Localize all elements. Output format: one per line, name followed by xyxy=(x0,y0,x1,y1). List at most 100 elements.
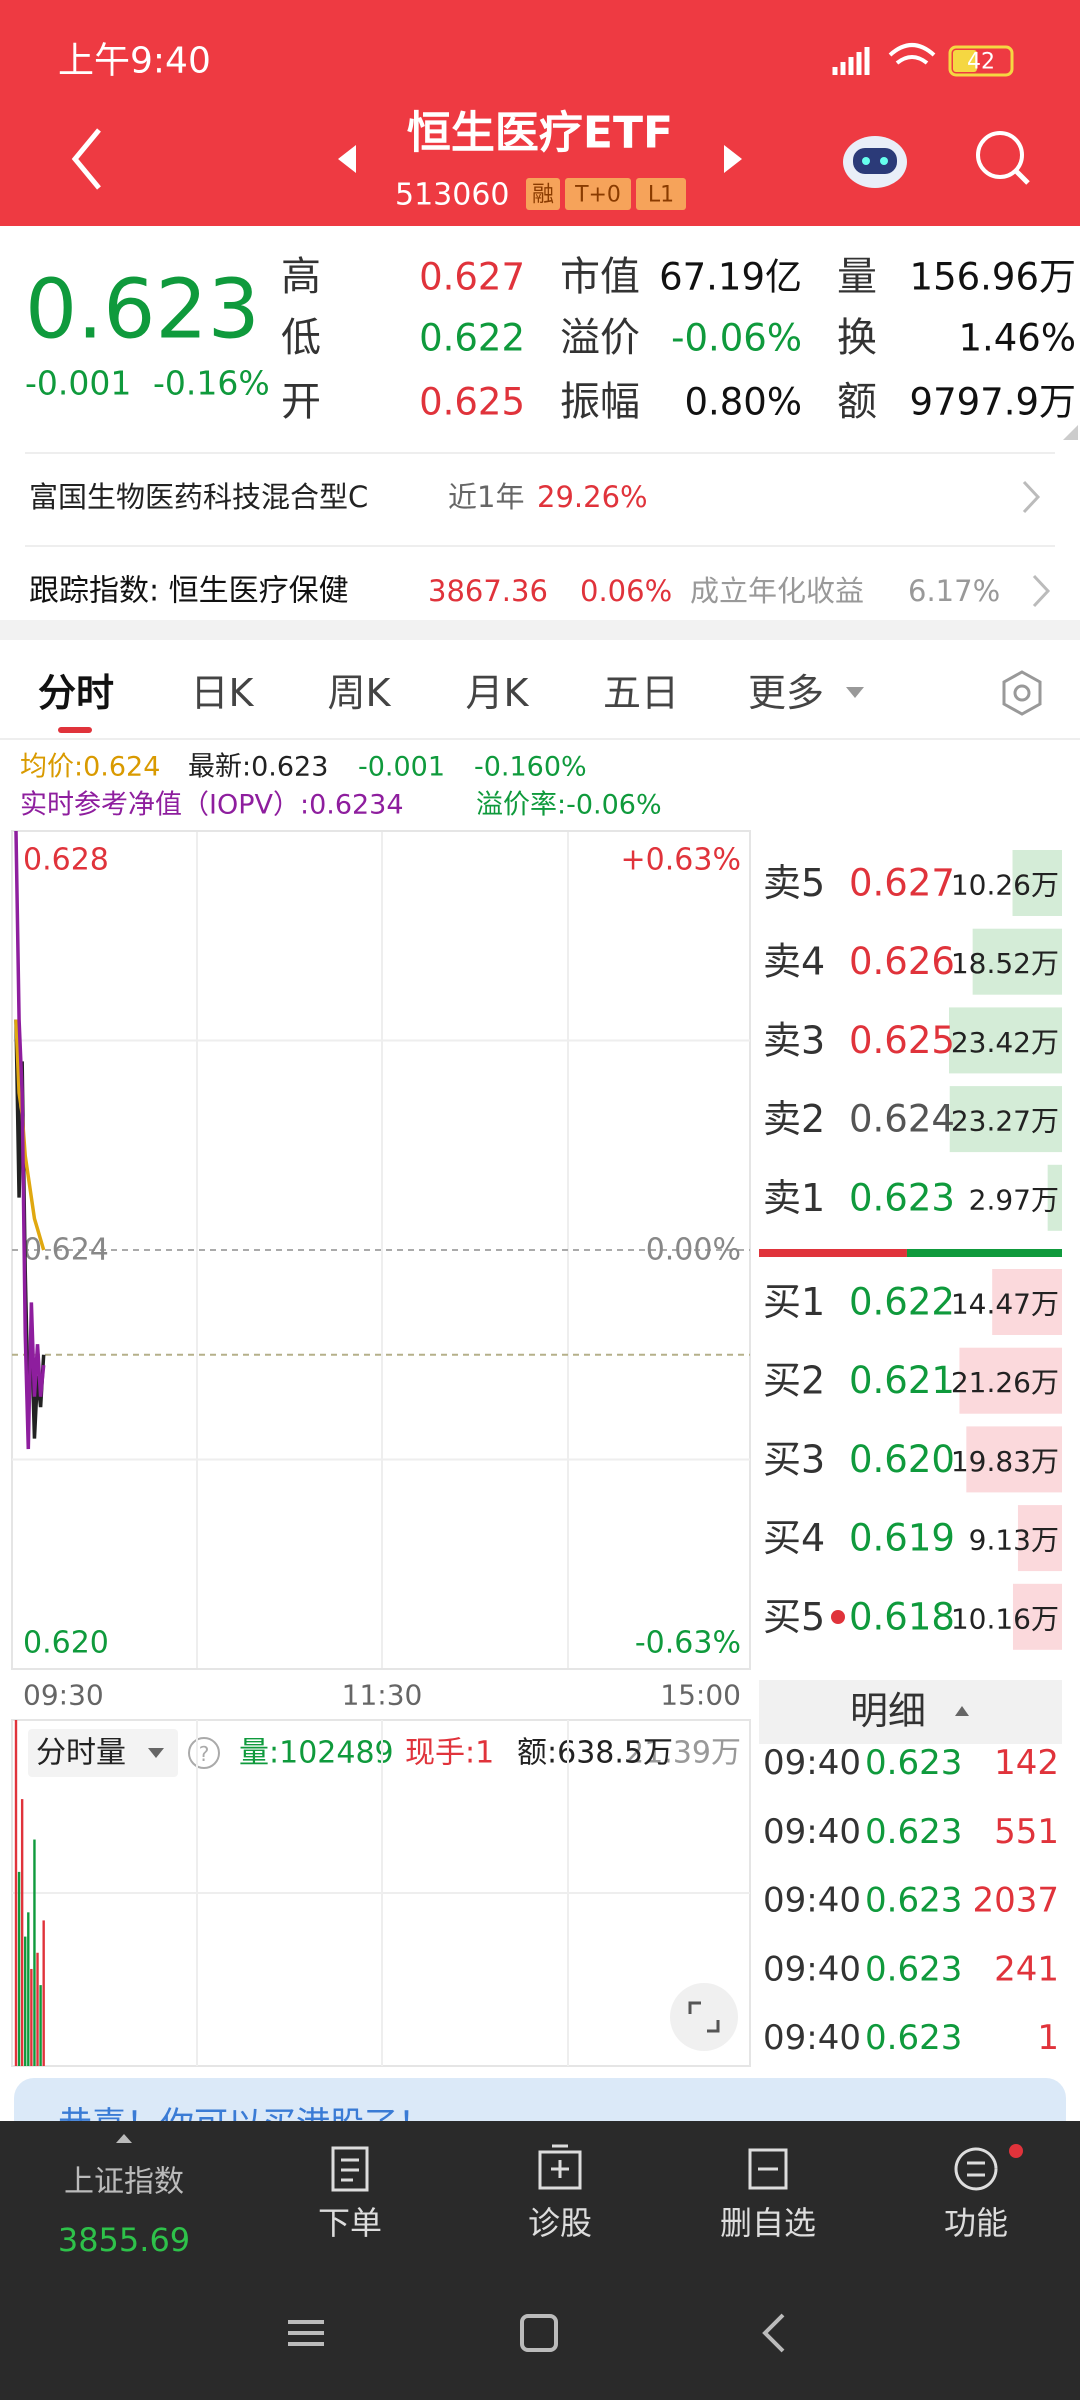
tag-bg xyxy=(565,178,631,210)
chevron[interactable] xyxy=(1022,480,1041,514)
tag-bg xyxy=(636,178,686,210)
chevron[interactable] xyxy=(1032,574,1051,608)
next-button[interactable] xyxy=(724,145,742,173)
volume-bar xyxy=(36,1952,39,2066)
trade-price: 0.623 xyxy=(865,2018,962,2058)
battery-text: 42 xyxy=(967,50,995,75)
volume-bar xyxy=(17,1871,21,2066)
ask-bar xyxy=(949,1007,1062,1074)
volume-bar xyxy=(39,1985,42,2066)
volume-bar xyxy=(24,1936,27,2066)
stat-label: 换 xyxy=(837,315,877,361)
help-mark: ? xyxy=(199,1742,210,1766)
prev-button[interactable] xyxy=(338,145,356,173)
tab[interactable]: 五日 xyxy=(603,671,679,715)
book-label: 买4 xyxy=(763,1516,825,1560)
ask-bar xyxy=(1012,850,1062,916)
tab[interactable]: 日K xyxy=(191,671,255,715)
ask-ratio xyxy=(906,1249,1062,1257)
book-price: 0.624 xyxy=(849,1098,955,1141)
status-time: 上午9:40 xyxy=(58,41,211,82)
time-label: 15:00 xyxy=(660,1679,741,1712)
volume-amount: 额:638.5万 xyxy=(517,1736,673,1771)
nav-icon xyxy=(748,2148,788,2190)
stat-label: 溢价 xyxy=(560,315,640,361)
book-volume: 21.26万 xyxy=(951,1366,1059,1399)
nav-icon xyxy=(331,2146,369,2192)
pct-label: -0.63% xyxy=(635,1626,741,1661)
fund-name[interactable]: 富国生物医药科技混合型C xyxy=(29,480,368,514)
ask-bar xyxy=(972,928,1062,995)
tab[interactable]: 更多 xyxy=(748,671,824,715)
stat-label: 低 xyxy=(281,315,321,361)
trade-time: 09:40 xyxy=(763,1743,861,1783)
help-icon[interactable] xyxy=(188,1737,220,1769)
volume-bar xyxy=(27,1912,30,2066)
nav-item[interactable]: 诊股 xyxy=(528,2204,592,2242)
pct-label: 0.00% xyxy=(646,1233,741,1268)
trades-header[interactable]: 明细 xyxy=(850,1689,926,1733)
book-price: 0.618 xyxy=(849,1595,955,1638)
trade-time: 09:40 xyxy=(763,1881,861,1921)
book-label: 买1 xyxy=(763,1280,825,1324)
tab[interactable]: 月K xyxy=(466,671,530,715)
latest-pct: -0.160% xyxy=(474,752,587,783)
book-volume: 9.13万 xyxy=(969,1524,1059,1557)
more-arrow xyxy=(846,687,864,698)
nav-icon xyxy=(538,2144,582,2190)
index-change: 0.06% xyxy=(580,574,672,608)
fund-period: 近1年 xyxy=(448,480,524,514)
trade-time: 09:40 xyxy=(763,1949,861,1989)
stat-value: 9797.9万 xyxy=(910,381,1076,424)
trade-qty: 551 xyxy=(994,1812,1059,1852)
volume-bar xyxy=(20,1799,24,2066)
premium-label: 溢价率:-0.06% xyxy=(476,790,662,821)
pct-label: +0.63% xyxy=(621,843,741,878)
nav-index-name[interactable]: 上证指数 xyxy=(64,2165,184,2200)
volume-selector[interactable] xyxy=(28,1729,178,1777)
stat-value: 0.80% xyxy=(684,381,802,424)
book-price: 0.620 xyxy=(849,1438,955,1481)
signal-icon xyxy=(832,47,870,75)
tag: 融 xyxy=(532,183,554,208)
book-price: 0.623 xyxy=(849,1176,955,1219)
section-gap xyxy=(0,620,1080,640)
trade-qty: 2037 xyxy=(972,1881,1059,1921)
nav-item[interactable]: 功能 xyxy=(944,2204,1008,2242)
book-volume: 10.26万 xyxy=(951,869,1059,902)
back-key[interactable] xyxy=(762,2313,785,2353)
nav-icon xyxy=(954,2147,998,2191)
book-label: 买5 xyxy=(763,1595,825,1639)
book-price: 0.626 xyxy=(849,940,955,983)
settings-button[interactable] xyxy=(1002,670,1042,716)
nav-item[interactable]: 删自选 xyxy=(720,2204,816,2242)
book-label: 卖2 xyxy=(763,1097,825,1141)
time-label: 09:30 xyxy=(23,1679,104,1712)
robot-button[interactable] xyxy=(843,136,907,188)
home-key[interactable] xyxy=(520,2314,558,2352)
trade-qty: 241 xyxy=(994,1949,1059,1989)
nav-item[interactable]: 下单 xyxy=(318,2204,382,2242)
stat-value: -0.06% xyxy=(671,317,802,360)
volume-total: 量:102489 xyxy=(239,1736,394,1771)
expand-icon xyxy=(688,2001,720,2033)
y-tick-label: 0.624 xyxy=(23,1233,109,1268)
tab[interactable]: 分时 xyxy=(38,671,114,715)
volume-last: 现手:1 xyxy=(405,1736,494,1771)
back-button[interactable] xyxy=(71,128,101,190)
menu-key[interactable] xyxy=(288,2320,324,2346)
y-tick-label: 0.628 xyxy=(23,843,109,878)
search-button[interactable] xyxy=(976,131,1030,185)
stat-label: 量 xyxy=(837,254,877,300)
tag-bg xyxy=(526,178,560,210)
stat-label: 高 xyxy=(281,254,321,300)
expand-button[interactable] xyxy=(670,1983,738,2051)
trade-price: 0.623 xyxy=(865,1881,962,1921)
tab[interactable]: 周K xyxy=(328,671,392,715)
settings-icon xyxy=(1013,684,1031,702)
book-volume: 18.52万 xyxy=(951,947,1059,980)
annual-label: 成立年化收益 xyxy=(690,574,864,608)
book-volume: 14.47万 xyxy=(951,1288,1059,1321)
